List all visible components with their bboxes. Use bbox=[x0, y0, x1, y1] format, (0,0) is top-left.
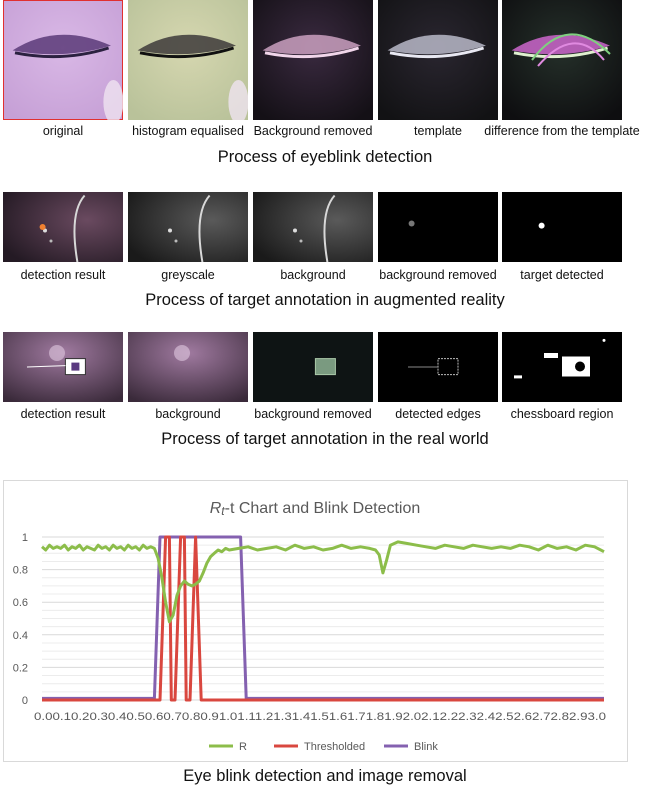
panel-image-eye-original bbox=[3, 0, 123, 120]
panel-caption: detection result bbox=[20, 407, 106, 421]
panel-caption: detected edges bbox=[395, 407, 481, 421]
section-title: Process of target annotation in the real… bbox=[161, 430, 489, 448]
y-tick-label: 0 bbox=[22, 695, 28, 707]
panel-image-ar-bg bbox=[253, 192, 373, 262]
series-line-r bbox=[41, 540, 605, 624]
panel-caption: original bbox=[42, 124, 84, 138]
panel-caption: background bbox=[280, 268, 346, 282]
panel-caption: background removed bbox=[379, 268, 497, 282]
figure-caption: Eye blink detection and image removal bbox=[183, 767, 467, 785]
panel-image-ar-bgremoved bbox=[378, 192, 498, 262]
panel-caption: background bbox=[155, 407, 221, 421]
panel-image-rw-chess bbox=[502, 332, 622, 402]
panel-image-rw-result bbox=[3, 332, 123, 402]
series-line-thresholded bbox=[42, 535, 604, 702]
legend-label: Blink bbox=[414, 741, 438, 753]
panel-caption: Background removed bbox=[253, 124, 373, 138]
y-tick-label: 1 bbox=[22, 532, 28, 544]
y-tick-label: 0.2 bbox=[13, 662, 28, 674]
panel-caption: chessboard region bbox=[510, 407, 614, 421]
section-title: Process of target annotation in augmente… bbox=[145, 291, 505, 309]
panel-image-eye-histeq bbox=[128, 0, 248, 120]
series-line-blink bbox=[42, 535, 604, 700]
legend-label: R bbox=[239, 741, 247, 753]
legend-label: Thresholded bbox=[304, 741, 365, 753]
panel-caption: template bbox=[414, 124, 462, 138]
y-tick-label: 0.6 bbox=[13, 597, 28, 609]
y-tick-label: 0.8 bbox=[13, 565, 28, 577]
panel-image-ar-target bbox=[502, 192, 622, 262]
panel-caption: histogram equalised bbox=[132, 124, 244, 138]
panel-caption: greyscale bbox=[161, 268, 215, 282]
panel-image-eye-bgremoved bbox=[253, 0, 373, 120]
panel-caption: target detected bbox=[520, 268, 604, 282]
y-tick-label: 0.4 bbox=[13, 630, 28, 642]
panel-image-rw-bg bbox=[128, 332, 248, 402]
panel-image-ar-result bbox=[3, 192, 123, 262]
panel-caption: detection result bbox=[20, 268, 106, 282]
chart-frame: Rt-t Chart and Blink Detection 0 0.2 0.4 0.6… bbox=[3, 480, 628, 762]
panel-caption: difference from the template bbox=[484, 124, 640, 138]
panel-image-ar-grey bbox=[128, 192, 248, 262]
panel-image-rw-edges bbox=[378, 332, 498, 402]
x-tick-labels: 0.00.10.20.30.40.50.60.70.80.91.01.11.21… bbox=[34, 711, 606, 723]
rt-chart: Rt-t Chart and Blink Detection 0 0.2 0.4 0.6… bbox=[13, 500, 606, 753]
panel-caption: background removed bbox=[254, 407, 372, 421]
section-title: Process of eyeblink detection bbox=[217, 148, 433, 166]
panel-image-rw-bgremoved bbox=[253, 332, 373, 402]
chart-title: Rt-t Chart and Blink Detection bbox=[210, 500, 421, 518]
panel-image-eye-diff bbox=[502, 0, 622, 120]
panel-image-eye-template bbox=[378, 0, 498, 120]
